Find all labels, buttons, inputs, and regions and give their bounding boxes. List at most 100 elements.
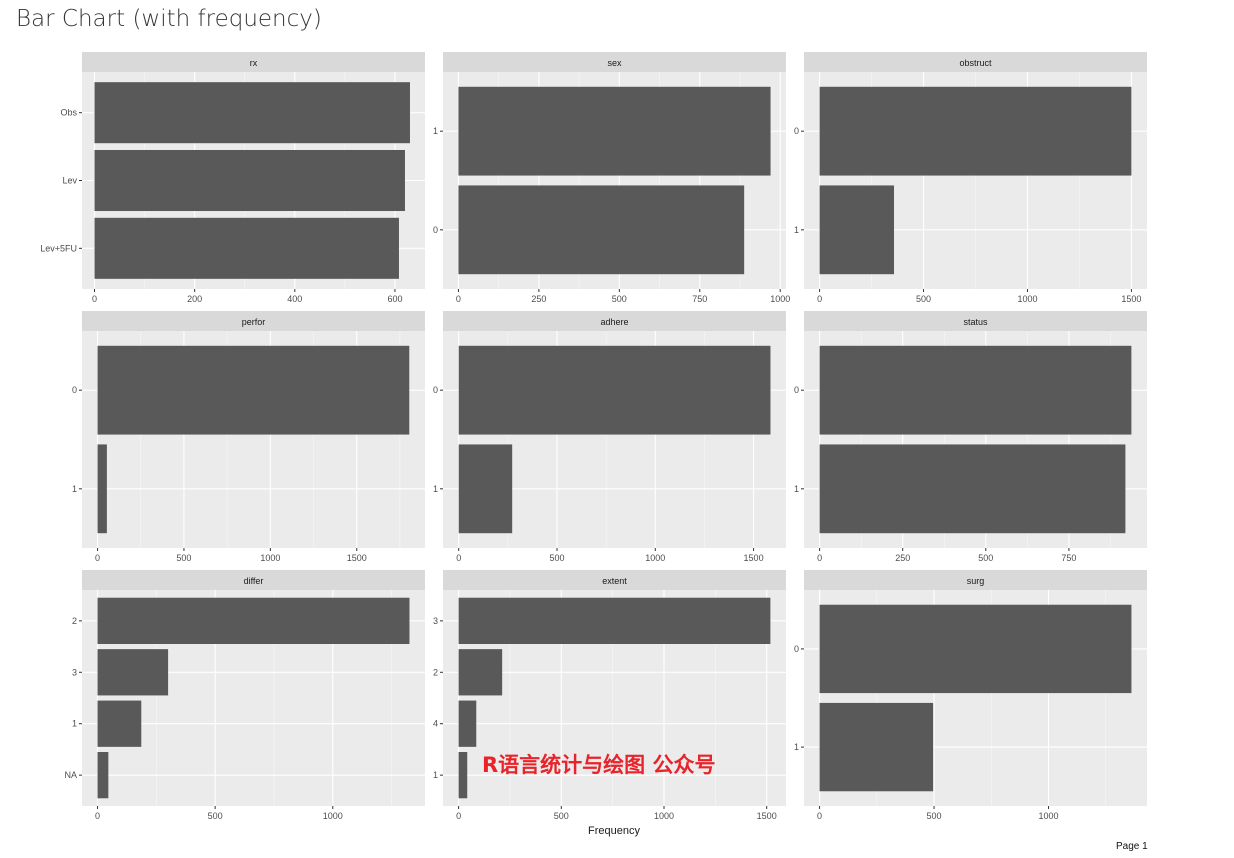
- bar-sex-0: [458, 185, 745, 275]
- y-tick-label: 1: [794, 225, 799, 235]
- x-tick-label: 500: [554, 811, 569, 821]
- x-tick-label: 1000: [770, 294, 790, 304]
- x-tick-label: 400: [287, 294, 302, 304]
- bar-rx-Obs: [94, 82, 410, 144]
- facet-strip: [804, 570, 1147, 590]
- x-tick-label: 0: [92, 294, 97, 304]
- x-tick-label: 200: [187, 294, 202, 304]
- x-tick-label: 500: [208, 811, 223, 821]
- bar-perfor-0: [97, 345, 410, 435]
- x-tick-label: 1000: [260, 553, 280, 563]
- bar-differ-2: [97, 597, 410, 644]
- facet-strip-label: status: [963, 317, 988, 327]
- bar-extent-1: [458, 752, 468, 799]
- x-tick-label: 0: [456, 294, 461, 304]
- facet-strip: [804, 52, 1147, 72]
- bar-differ-NA: [97, 752, 109, 799]
- facet-panel-extent: extent 0 500 1000 1500 3 2 4 1: [433, 570, 786, 821]
- facet-panel-differ: differ 0 500 1000 2 3 1 NA: [64, 570, 425, 821]
- facet-strip: [443, 311, 786, 331]
- bar-status-1: [819, 444, 1126, 534]
- x-tick-label: 1500: [757, 811, 777, 821]
- x-tick-label: 250: [531, 294, 546, 304]
- y-tick-label: 0: [433, 225, 438, 235]
- facet-strip-label: obstruct: [959, 58, 992, 68]
- x-tick-label: 1000: [1017, 294, 1037, 304]
- x-tick-label: 750: [692, 294, 707, 304]
- y-tick-label: 0: [72, 385, 77, 395]
- y-tick-label: Lev+5FU: [40, 243, 77, 253]
- bar-differ-1: [97, 700, 142, 747]
- bar-extent-4: [458, 700, 477, 747]
- y-tick-label: 0: [794, 385, 799, 395]
- facet-panel-perfor: perfor 0 500 1000 1500 0 1: [72, 311, 425, 563]
- bar-surg-1: [819, 702, 934, 792]
- x-tick-label: 1000: [645, 553, 665, 563]
- bar-adhere-1: [458, 444, 513, 534]
- y-tick-label: 1: [433, 126, 438, 136]
- bar-rx-Lev: [94, 149, 405, 212]
- x-tick-label: 0: [95, 553, 100, 563]
- x-axis-title: Frequency: [588, 825, 640, 837]
- y-tick-label: 0: [433, 385, 438, 395]
- facet-panel-surg: surg 0 500 1000 0 1: [794, 570, 1147, 821]
- facet-strip-label: adhere: [600, 317, 628, 327]
- bar-sex-1: [458, 86, 771, 176]
- y-tick-label: 0: [794, 126, 799, 136]
- y-tick-label: 3: [433, 616, 438, 626]
- bar-surg-0: [819, 604, 1132, 694]
- facet-strip: [443, 570, 786, 590]
- y-tick-label: 2: [72, 616, 77, 626]
- x-tick-label: 500: [927, 811, 942, 821]
- y-tick-label: 3: [72, 667, 77, 677]
- x-tick-label: 1500: [744, 553, 764, 563]
- facet-strip: [443, 52, 786, 72]
- y-tick-label: 1: [72, 719, 77, 729]
- y-tick-label: 1: [794, 742, 799, 752]
- facet-strip-label: rx: [250, 58, 258, 68]
- facet-strip-label: perfor: [242, 317, 266, 327]
- facet-strip: [82, 52, 425, 72]
- x-tick-label: 1000: [654, 811, 674, 821]
- y-tick-label: NA: [64, 770, 77, 780]
- facet-panel-status: status 0 250 500 750 0 1: [794, 311, 1147, 563]
- bar-obstruct-1: [819, 185, 895, 275]
- page-title: Bar Chart (with frequency): [16, 6, 322, 32]
- x-tick-label: 500: [916, 294, 931, 304]
- bar-extent-3: [458, 597, 771, 644]
- facet-strip: [804, 311, 1147, 331]
- x-tick-label: 0: [456, 811, 461, 821]
- facet-strip-label: differ: [244, 576, 264, 586]
- x-tick-label: 750: [1061, 553, 1076, 563]
- watermark-text: R语言统计与绘图 公众号: [482, 753, 716, 777]
- bar-rx-Lev+5FU: [94, 217, 399, 279]
- bar-status-0: [819, 345, 1132, 435]
- bar-obstruct-0: [819, 86, 1132, 176]
- x-tick-label: 500: [549, 553, 564, 563]
- y-tick-label: 1: [433, 484, 438, 494]
- facet-strip: [82, 311, 425, 331]
- x-tick-label: 500: [176, 553, 191, 563]
- x-tick-label: 600: [387, 294, 402, 304]
- bar-extent-2: [458, 649, 503, 696]
- y-tick-label: 0: [794, 644, 799, 654]
- facet-strip-label: surg: [967, 576, 985, 586]
- x-tick-label: 0: [817, 294, 822, 304]
- x-tick-label: 1500: [347, 553, 367, 563]
- page-number: Page 1: [1116, 841, 1148, 852]
- x-tick-label: 0: [817, 811, 822, 821]
- x-tick-label: 500: [978, 553, 993, 563]
- facet-panel-adhere: adhere 0 500 1000 1500 0 1: [433, 311, 786, 563]
- facet-panel-sex: sex 0 250 500 750 1000 1 0: [433, 52, 790, 304]
- y-tick-label: 2: [433, 667, 438, 677]
- x-tick-label: 250: [895, 553, 910, 563]
- y-tick-label: 4: [433, 719, 438, 729]
- x-tick-label: 1500: [1121, 294, 1141, 304]
- y-tick-label: 1: [433, 770, 438, 780]
- x-tick-label: 0: [817, 553, 822, 563]
- facet-panel-obstruct: obstruct 0 500 1000 1500 0 1: [794, 52, 1147, 304]
- bar-differ-3: [97, 649, 169, 696]
- y-tick-label: 1: [72, 484, 77, 494]
- facet-strip: [82, 570, 425, 590]
- facet-strip-label: sex: [607, 58, 622, 68]
